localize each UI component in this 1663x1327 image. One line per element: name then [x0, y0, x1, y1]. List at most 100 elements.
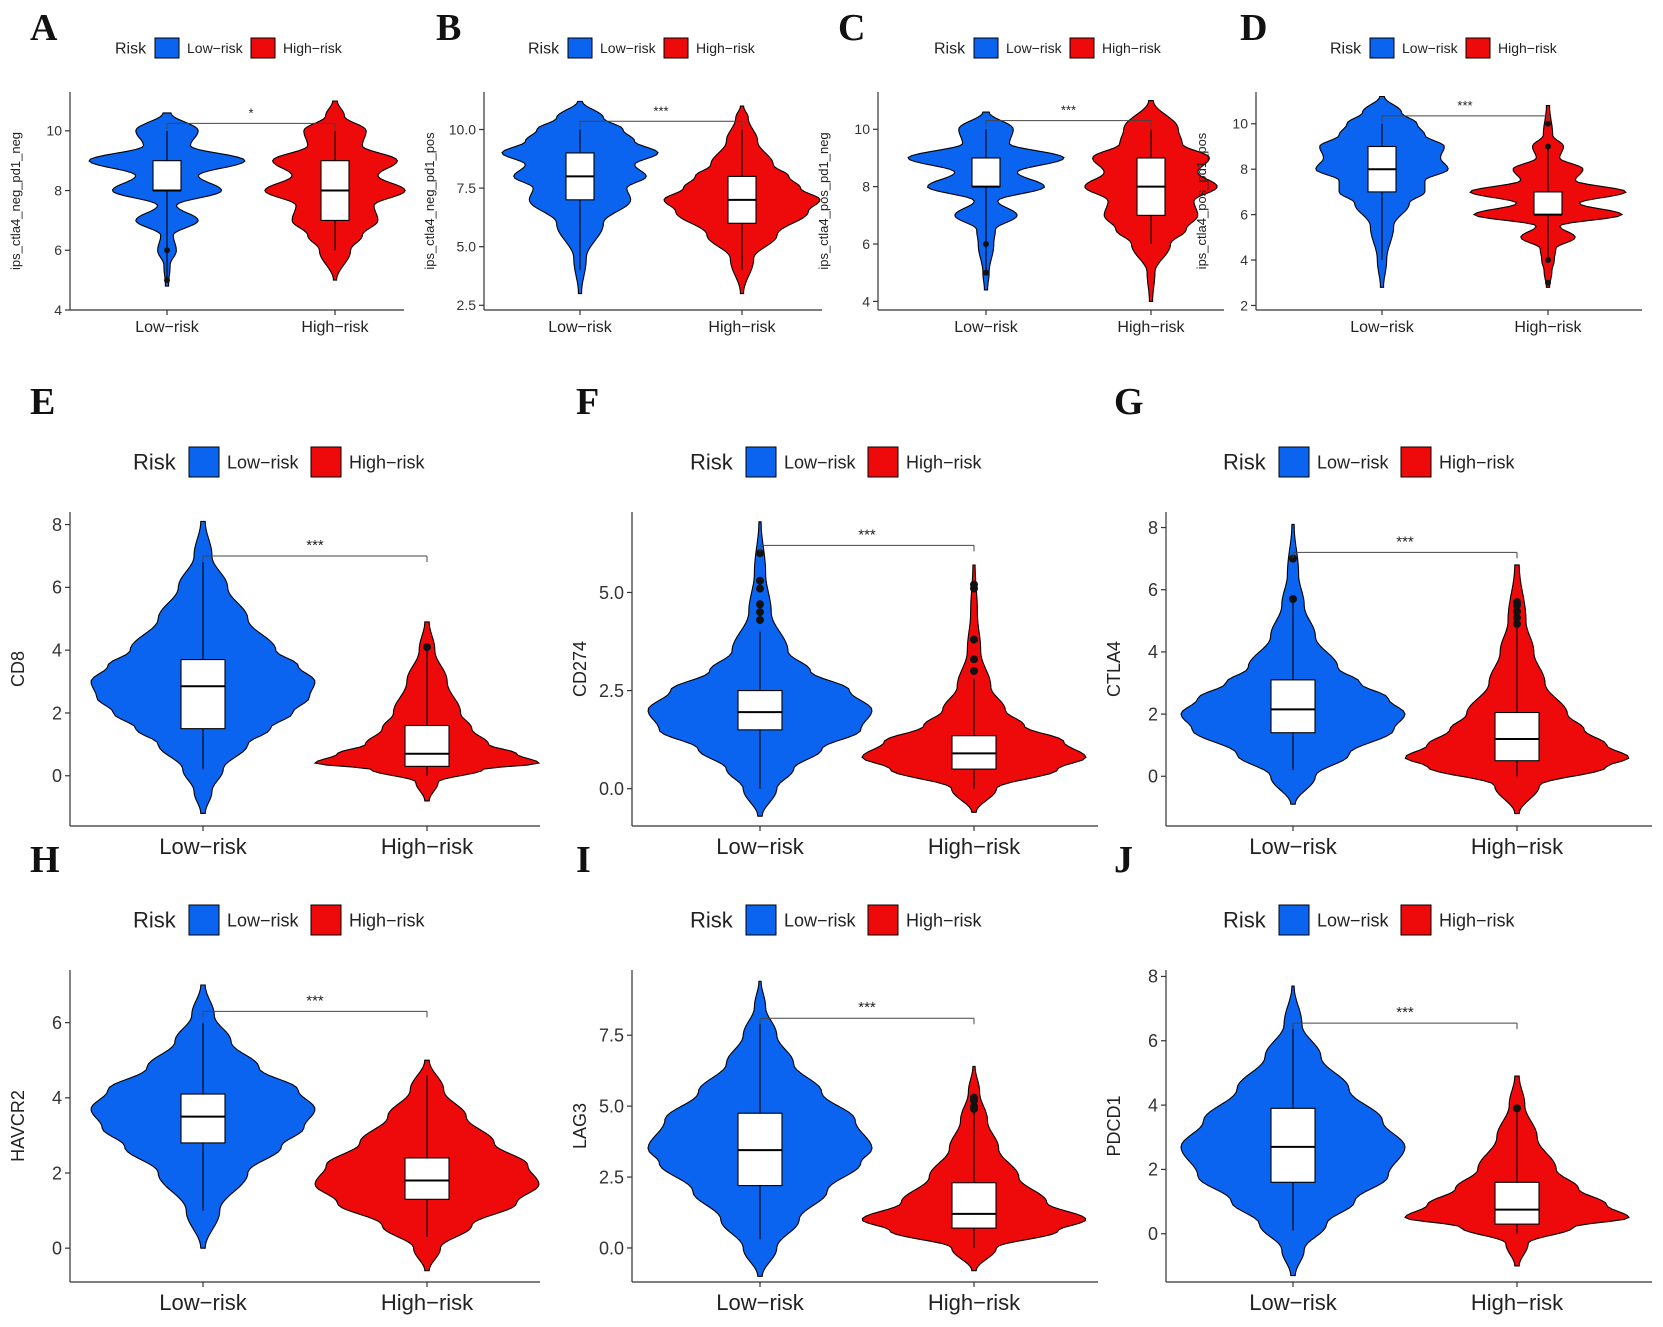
y-axis-label: PDCD1: [1104, 1095, 1124, 1156]
legend: Risk Low−risk High−risk: [1330, 37, 1558, 59]
significance-label: ***: [1061, 103, 1076, 118]
y-tick-label: 8: [1240, 161, 1248, 177]
legend-key-low-risk: [1278, 904, 1310, 936]
legend: Risk Low−risk High−risk: [133, 446, 426, 478]
y-tick-label: 6: [52, 1013, 62, 1033]
y-axis-label: CD274: [570, 641, 590, 697]
x-tick-label: Low−risk: [135, 319, 200, 336]
box-iqr: [1270, 1107, 1316, 1183]
significance-label: *: [248, 105, 253, 120]
y-tick-label: 0: [1148, 1224, 1158, 1244]
y-tick-label: 6: [54, 242, 62, 258]
y-tick-label: 8: [54, 182, 62, 198]
legend-title: Risk: [1223, 908, 1267, 933]
panel-letter-j: J: [1114, 839, 1133, 881]
violin-low-risk: [647, 521, 873, 817]
legend-label-high-risk: High−risk: [1102, 40, 1162, 56]
y-tick-label: 8: [1148, 518, 1158, 538]
significance-bracket: ***: [1381, 98, 1549, 122]
box-iqr: [404, 1157, 450, 1200]
y-tick-label: 2: [52, 1163, 62, 1183]
legend-key-low-risk: [745, 904, 777, 936]
box-iqr: [1533, 191, 1563, 216]
legend-key-high-risk: [1400, 446, 1432, 478]
y-tick-label: 8: [52, 515, 62, 535]
significance-bracket: ***: [1292, 1004, 1518, 1030]
y-tick-label: 2.5: [457, 297, 477, 313]
outlier-point: [1289, 595, 1297, 604]
panel-d: D Risk Low−risk High−risk 2 4 6 8 10 ips_ctla4_po…: [1194, 7, 1642, 336]
legend-key-high-risk: [663, 37, 689, 59]
y-axis-label: ips_ctla4_pos_pd1_pos: [1194, 132, 1209, 269]
box-iqr: [737, 690, 783, 731]
panel-c: C Risk Low−risk High−risk 4 6 8 10 ips_ctla4_pos…: [816, 7, 1224, 336]
legend-title: Risk: [115, 41, 147, 58]
box-iqr: [1494, 1181, 1540, 1225]
x-tick-label: High−risk: [1471, 834, 1564, 859]
y-tick-label: 5.0: [599, 583, 624, 603]
panel-g: G Risk Low−risk High−risk 0 2 4 6 8 CTLA4 Low−risk…: [1104, 381, 1652, 859]
x-tick-label: High−risk: [928, 834, 1021, 859]
violin-low-risk: [647, 980, 873, 1277]
significance-label: ***: [858, 999, 876, 1016]
y-tick-label: 0: [52, 766, 62, 786]
violin-low-risk: [1180, 985, 1406, 1277]
x-tick-label: Low−risk: [1249, 834, 1337, 859]
x-tick-label: Low−risk: [954, 319, 1019, 336]
outlier-point: [756, 549, 764, 558]
y-tick-label: 4: [1148, 1095, 1158, 1115]
x-tick-label: Low−risk: [1350, 319, 1415, 336]
panel-letter-c: C: [838, 7, 865, 49]
significance-bracket: ***: [202, 992, 428, 1018]
panel-e: E Risk Low−risk High−risk 0 2 4 6 8 CD8 Low−risk Hi…: [8, 381, 541, 859]
panel-letter-h: H: [30, 839, 60, 881]
legend-key-low-risk: [567, 37, 593, 59]
legend: Risk Low−risk High−risk: [934, 37, 1162, 59]
legend-label-high-risk: High−risk: [906, 452, 983, 472]
violin-high-risk: [861, 1065, 1087, 1272]
significance-bracket: *: [166, 105, 336, 130]
violin-high-risk: [313, 621, 541, 802]
significance-bracket: ***: [202, 537, 428, 562]
y-axis-label: ips_ctla4_neg_pd1_pos: [422, 132, 437, 270]
legend-label-high-risk: High−risk: [906, 910, 983, 930]
panel-h: H Risk Low−risk High−risk 0 2 4 6 HAVCR2 Low−risk…: [8, 839, 540, 1315]
legend-label-high-risk: High−risk: [1498, 40, 1558, 56]
y-tick-label: 6: [1240, 207, 1248, 223]
violin-low-risk: [1315, 95, 1449, 288]
x-tick-label: High−risk: [1471, 1290, 1564, 1315]
legend-label-low-risk: Low−risk: [227, 452, 300, 472]
significance-label: ***: [306, 537, 324, 554]
legend: Risk Low−risk High−risk: [1223, 904, 1516, 936]
significance-bracket: ***: [759, 999, 975, 1025]
legend-label-high-risk: High−risk: [349, 452, 426, 472]
legend: Risk Low−risk High−risk: [115, 37, 343, 59]
outlier-point: [970, 655, 978, 664]
box-iqr: [180, 659, 226, 730]
violin-high-risk: [1404, 1075, 1630, 1267]
legend-key-low-risk: [188, 904, 220, 936]
violin-low-risk: [501, 100, 659, 295]
legend-label-high-risk: High−risk: [696, 40, 756, 56]
x-tick-label: Low−risk: [716, 1290, 804, 1315]
legend-key-low-risk: [973, 37, 999, 59]
legend-key-low-risk: [188, 446, 220, 478]
legend: Risk Low−risk High−risk: [133, 904, 426, 936]
legend-key-high-risk: [1400, 904, 1432, 936]
box-iqr: [180, 1093, 226, 1144]
significance-label: ***: [1396, 533, 1414, 550]
significance-label: ***: [858, 526, 876, 543]
y-axis-label: HAVCR2: [8, 1090, 28, 1162]
box-iqr: [1494, 711, 1540, 762]
outlier-point: [970, 666, 978, 675]
significance-label: ***: [653, 103, 668, 118]
violin-low-risk: [90, 984, 316, 1249]
legend-label-low-risk: Low−risk: [600, 40, 657, 56]
x-tick-label: Low−risk: [548, 319, 613, 336]
y-axis-label: CTLA4: [1104, 641, 1124, 697]
legend-label-low-risk: Low−risk: [784, 910, 857, 930]
y-tick-label: 2: [1240, 297, 1248, 313]
panel-i: I Risk Low−risk High−risk 0.0 2.5 5.0 7.5 LAG3 Lo…: [570, 839, 1098, 1315]
legend-label-low-risk: Low−risk: [1317, 452, 1390, 472]
legend-key-high-risk: [310, 446, 342, 478]
